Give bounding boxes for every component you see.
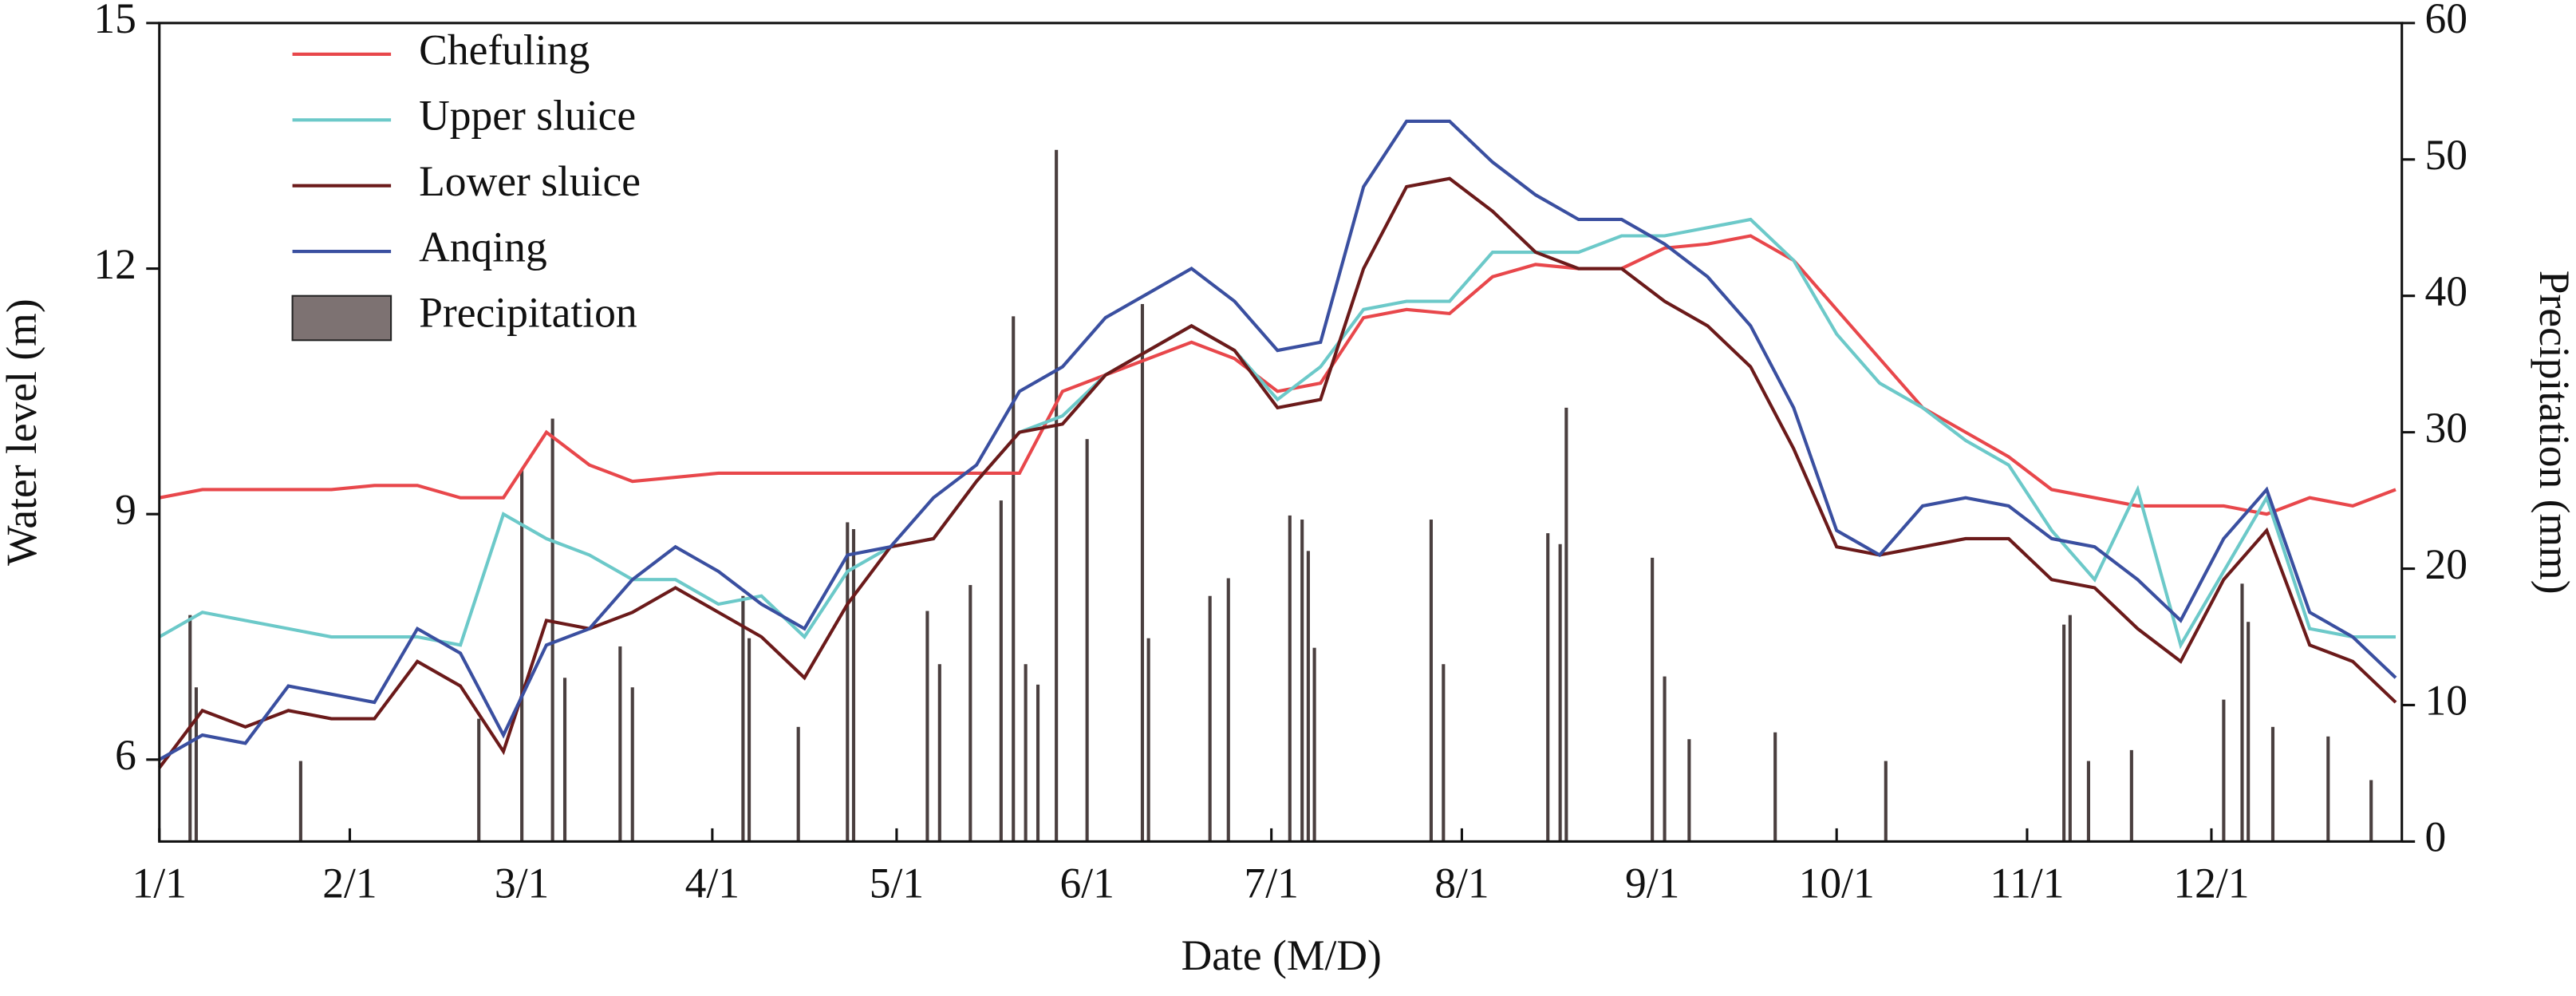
precip-bar: [630, 687, 634, 842]
precip-bar: [520, 468, 524, 842]
precip-bar: [1300, 520, 1304, 842]
precip-bar: [1024, 664, 1028, 842]
precip-bar: [2062, 624, 2066, 842]
water-level-line: [158, 176, 2397, 769]
precip-bar: [618, 646, 622, 842]
precip-bar: [1146, 638, 1150, 842]
precip-bar: [2222, 699, 2226, 842]
y2-tick-label: 20: [2425, 540, 2468, 588]
x-tick-label: 4/1: [685, 859, 740, 907]
x-axis-label: Date (M/D): [1181, 931, 1382, 979]
x-tick-label: 3/1: [495, 859, 549, 907]
precip-bar: [298, 761, 302, 842]
precip-bar: [194, 687, 199, 842]
precip-bar: [1773, 732, 1777, 842]
plot-frame: [158, 22, 2404, 843]
precip-bar: [1312, 647, 1316, 842]
precip-bar: [1055, 149, 1059, 842]
y-axis-label: Water level (m): [0, 298, 45, 566]
y-tick-label: 9: [115, 485, 136, 533]
precip-bar: [851, 528, 856, 842]
precip-bar: [2086, 761, 2091, 842]
precip-bar: [2129, 749, 2133, 842]
precip-bar: [2270, 726, 2275, 842]
legend-label: Upper sluice: [419, 92, 636, 140]
precip-bar: [1036, 684, 1040, 842]
precip-bar: [550, 418, 554, 842]
x-tick-label: 6/1: [1059, 859, 1114, 907]
precip-bar: [1651, 557, 1655, 842]
x-tick-label: 1/1: [132, 859, 187, 907]
precip-bar: [1546, 533, 1550, 842]
precip-bar: [1140, 303, 1145, 842]
precip-bar: [1288, 515, 1292, 842]
precip-bar: [1442, 664, 1446, 842]
precip-bar: [1663, 676, 1667, 842]
precip-bar: [925, 611, 929, 842]
precip-bar: [1085, 439, 1089, 842]
precip-bar: [846, 522, 850, 842]
legend-label: Lower sluice: [419, 157, 641, 205]
precip-bar: [748, 638, 751, 842]
water-level-line: [158, 119, 2397, 761]
x-tick-label: 5/1: [870, 859, 924, 907]
x-tick-label: 7/1: [1244, 859, 1298, 907]
precip-bar: [1558, 543, 1562, 842]
precip-bar: [968, 585, 972, 842]
y2-tick-label: 30: [2425, 404, 2468, 452]
x-tick-label: 12/1: [2173, 859, 2249, 907]
y2-tick-label: 10: [2425, 677, 2468, 725]
precip-bar: [1306, 551, 1310, 842]
precip-bar: [1564, 407, 1568, 842]
precip-bar: [2240, 583, 2244, 842]
y2-tick-label: 60: [2425, 0, 2468, 42]
precip-bar: [796, 726, 800, 842]
x-tick-label: 10/1: [1799, 859, 1875, 907]
water-level-line: [159, 234, 2397, 516]
precip-bar: [1687, 739, 1691, 842]
x-tick-label: 11/1: [1990, 859, 2064, 907]
precip-bar: [477, 718, 481, 842]
precip-bar: [999, 500, 1003, 842]
legend-label: Precipitation: [419, 289, 637, 337]
y2-tick-label: 40: [2425, 267, 2468, 315]
y-tick-label: 12: [93, 240, 136, 288]
precip-bar: [937, 664, 941, 842]
y2-tick-label: 0: [2425, 813, 2447, 861]
precip-bar: [1012, 316, 1016, 842]
y2-axis-label: Precipitation (mm): [2531, 271, 2576, 595]
precip-bar: [1208, 595, 1212, 842]
x-tick-label: 9/1: [1625, 859, 1679, 907]
y-tick-label: 6: [115, 731, 136, 779]
legend-swatch: [291, 294, 393, 342]
legend-label: Chefuling: [419, 26, 590, 73]
precip-bar: [1226, 578, 1230, 842]
precip-bar: [2068, 615, 2072, 842]
legend-label: Anqing: [419, 223, 547, 271]
water-level-line: [158, 217, 2397, 650]
precip-bar: [2247, 622, 2251, 842]
x-tick-label: 2/1: [322, 859, 377, 907]
precip-bar: [2326, 736, 2330, 842]
precip-bar: [562, 678, 567, 842]
precip-bar: [2369, 780, 2373, 842]
y2-tick-label: 50: [2425, 131, 2468, 179]
x-tick-label: 8/1: [1434, 859, 1489, 907]
precip-bar: [741, 595, 745, 842]
y-tick-label: 15: [93, 0, 136, 42]
precip-bar: [1429, 520, 1433, 842]
precip-bar: [1884, 761, 1888, 842]
